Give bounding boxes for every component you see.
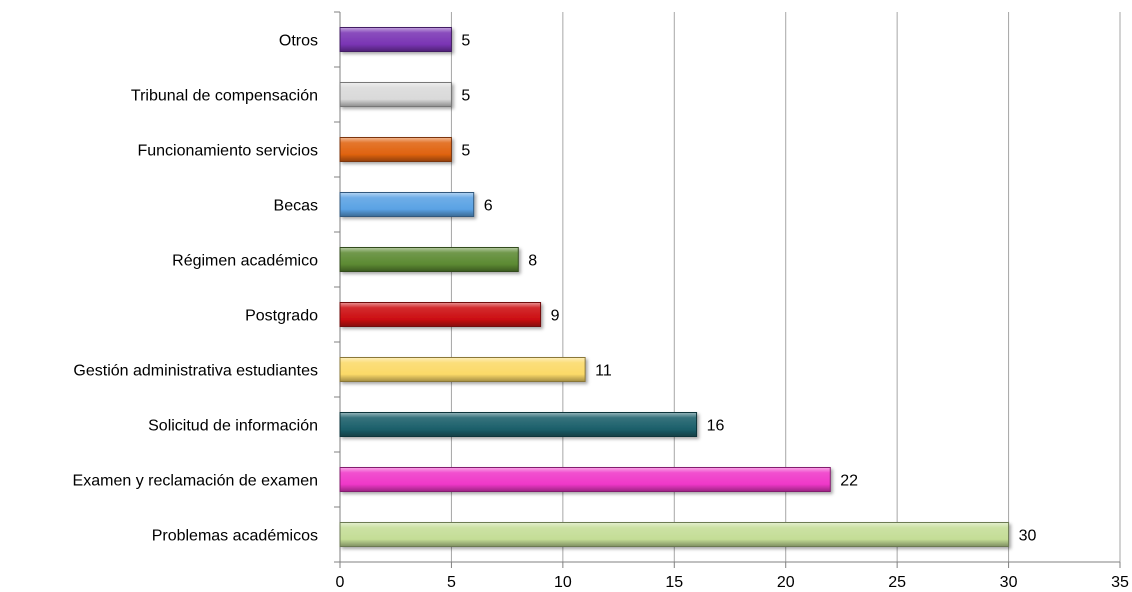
category-label-examen-y-reclamacion-de-examen: Examen y reclamación de examen <box>73 473 318 490</box>
value-label-funcionamiento-servicios: 5 <box>461 143 470 160</box>
value-label-becas: 6 <box>484 198 493 215</box>
value-label-problemas-academicos: 30 <box>1019 528 1037 545</box>
value-labels: 30 22 16 11 9 8 6 5 5 5 <box>461 33 1036 545</box>
gridlines <box>450 12 1121 562</box>
category-label-otros: Otros <box>279 33 318 50</box>
x-tick-label-30: 30 <box>1000 574 1018 591</box>
category-label-solicitud-de-informacion: Solicitud de información <box>148 418 318 435</box>
bar-otros <box>339 27 452 52</box>
value-label-regimen-academico: 8 <box>528 253 537 270</box>
x-tick-label-0: 0 <box>336 574 345 591</box>
bar-postgrado <box>339 302 542 327</box>
category-label-problemas-academicos: Problemas académicos <box>152 528 318 545</box>
x-tick-label-25: 25 <box>888 574 906 591</box>
category-label-funcionamiento-servicios: Funcionamiento servicios <box>137 143 318 160</box>
category-labels: Problemas académicos Examen y reclamación… <box>73 33 319 545</box>
value-label-gestion-administrativa-estudiantes: 11 <box>595 363 612 380</box>
bar-becas <box>339 192 475 217</box>
bar-examen-y-reclamacion-de-examen <box>339 467 831 492</box>
x-tick-label-15: 15 <box>665 574 683 591</box>
category-label-tribunal-de-compensacion: Tribunal de compensación <box>131 88 318 105</box>
bar-solicitud-de-informacion <box>339 412 698 437</box>
bar-tribunal-de-compensacion <box>339 82 452 107</box>
bar-funcionamiento-servicios <box>339 137 452 162</box>
category-label-gestion-administrativa-estudiantes: Gestión administrativa estudiantes <box>73 363 318 380</box>
value-label-examen-y-reclamacion-de-examen: 22 <box>840 473 858 490</box>
value-label-otros: 5 <box>461 33 470 50</box>
x-tick-label-10: 10 <box>554 574 572 591</box>
bar-problemas-academicos <box>339 522 1010 547</box>
bars <box>339 27 1010 547</box>
bar-regimen-academico <box>339 247 519 272</box>
value-label-tribunal-de-compensacion: 5 <box>461 88 470 105</box>
category-label-postgrado: Postgrado <box>245 308 318 325</box>
x-tick-label-20: 20 <box>777 574 795 591</box>
x-tick-label-5: 5 <box>447 574 456 591</box>
bar-gestion-administrativa-estudiantes <box>339 357 586 382</box>
category-label-regimen-academico: Régimen académico <box>172 253 318 270</box>
value-label-postgrado: 9 <box>551 308 560 325</box>
x-tick-labels: 0 5 10 15 20 25 30 35 <box>336 574 1129 591</box>
category-label-becas: Becas <box>274 198 318 215</box>
value-label-solicitud-de-informacion: 16 <box>707 418 725 435</box>
x-tick-label-35: 35 <box>1111 574 1129 591</box>
